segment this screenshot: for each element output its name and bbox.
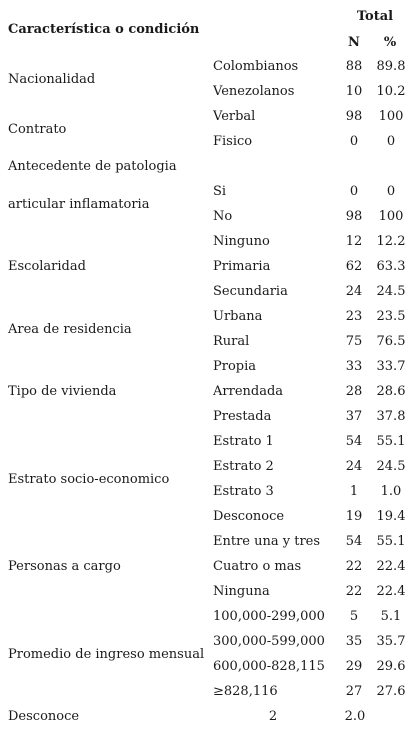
group-label: Contrato (8, 121, 67, 137)
footer-label: Desconoce (8, 709, 80, 724)
group-label-line2: articular inflamatoria (8, 196, 150, 212)
group-label: Escolaridad (8, 259, 86, 274)
column-header-characteristic: Característica o condición (8, 22, 200, 37)
value-pct: 33.7 (376, 359, 406, 374)
value-n: 33 (345, 359, 363, 374)
group-label: Promedio de ingreso mensual (8, 646, 205, 662)
category-label: Verbal (213, 109, 256, 124)
group-label: Estrato socio-economico (8, 471, 170, 487)
value-n: 98 (345, 209, 363, 224)
value-pct: 12.2 (376, 234, 406, 249)
value-pct: 100 (378, 109, 404, 124)
value-pct: 10.2 (376, 84, 406, 99)
category-label: Estrato 3 (213, 484, 274, 499)
group-label: Tipo de vivienda (8, 384, 117, 399)
value-n: 0 (349, 134, 359, 149)
value-n: 1 (349, 484, 359, 499)
value-pct: 0 (386, 134, 396, 149)
value-n: 75 (345, 334, 363, 349)
value-pct: 55.1 (376, 434, 406, 449)
value-pct: 76.5 (376, 334, 406, 349)
value-n: 12 (345, 234, 363, 249)
value-n: 24 (345, 284, 363, 299)
group-label: Antecedente de patologia (8, 159, 177, 174)
category-label: Fisico (213, 134, 253, 149)
category-label: Prestada (213, 409, 272, 424)
value-pct: 63.3 (376, 259, 406, 274)
value-n: 98 (345, 109, 363, 124)
value-n: 62 (345, 259, 363, 274)
value-n: 28 (345, 384, 363, 399)
column-header-pct: % (383, 35, 397, 50)
value-pct: 5.1 (380, 609, 402, 624)
value-n: 22 (345, 559, 363, 574)
value-pct: 37.8 (376, 409, 406, 424)
value-pct: 28.6 (376, 384, 406, 399)
value-n: 22 (345, 584, 363, 599)
value-pct: 27.6 (376, 684, 406, 699)
category-label: Primaria (213, 259, 271, 274)
category-label: Ninguna (213, 584, 270, 599)
category-label: Desconoce (213, 509, 285, 524)
value-n: 24 (345, 459, 363, 474)
value-n: 5 (349, 609, 359, 624)
category-label: ≥828,116 (213, 684, 278, 699)
footer-pct: 2.0 (344, 709, 366, 724)
footer-n: 2 (268, 709, 278, 724)
category-label: Venezolanos (213, 84, 295, 99)
category-label: Si (213, 184, 227, 199)
value-pct: 19.4 (376, 509, 406, 524)
value-pct: 100 (378, 209, 404, 224)
category-label: 300,000-599,000 (213, 634, 325, 649)
column-header-total: Total (356, 9, 394, 24)
value-n: 19 (345, 509, 363, 524)
value-pct: 24.5 (376, 459, 406, 474)
value-pct: 22.4 (376, 584, 406, 599)
category-label: 100,000-299,000 (213, 609, 325, 624)
category-label: 600,000-828,115 (213, 659, 325, 674)
value-pct: 22.4 (376, 559, 406, 574)
column-header-n: N (348, 35, 360, 50)
value-pct: 89.8 (376, 59, 406, 74)
value-n: 23 (345, 309, 363, 324)
value-pct: 1.0 (380, 484, 402, 499)
value-n: 29 (345, 659, 363, 674)
value-n: 54 (345, 534, 363, 549)
category-label: Estrato 1 (213, 434, 274, 449)
value-pct: 24.5 (376, 284, 406, 299)
value-n: 10 (345, 84, 363, 99)
group-label: Personas a cargo (8, 559, 121, 574)
value-n: 0 (349, 184, 359, 199)
category-label: Estrato 2 (213, 459, 274, 474)
value-n: 35 (345, 634, 363, 649)
category-label: Ninguno (213, 234, 270, 249)
value-pct: 0 (386, 184, 396, 199)
group-label: Area de residencia (8, 321, 132, 337)
group-label: Nacionalidad (8, 71, 96, 87)
category-label: Rural (213, 334, 250, 349)
category-label: Arrendada (213, 384, 284, 399)
value-n: 27 (345, 684, 363, 699)
category-label: Propia (213, 359, 257, 374)
category-label: Colombianos (213, 59, 299, 74)
category-label: Urbana (213, 309, 263, 324)
value-pct: 29.6 (376, 659, 406, 674)
category-label: Secundaria (213, 284, 288, 299)
value-n: 88 (345, 59, 363, 74)
value-pct: 23.5 (376, 309, 406, 324)
category-label: Entre una y tres (213, 534, 321, 549)
value-n: 54 (345, 434, 363, 449)
value-pct: 55.1 (376, 534, 406, 549)
category-label: No (213, 209, 233, 224)
category-label: Cuatro o mas (213, 559, 302, 574)
value-pct: 35.7 (376, 634, 406, 649)
value-n: 37 (345, 409, 363, 424)
